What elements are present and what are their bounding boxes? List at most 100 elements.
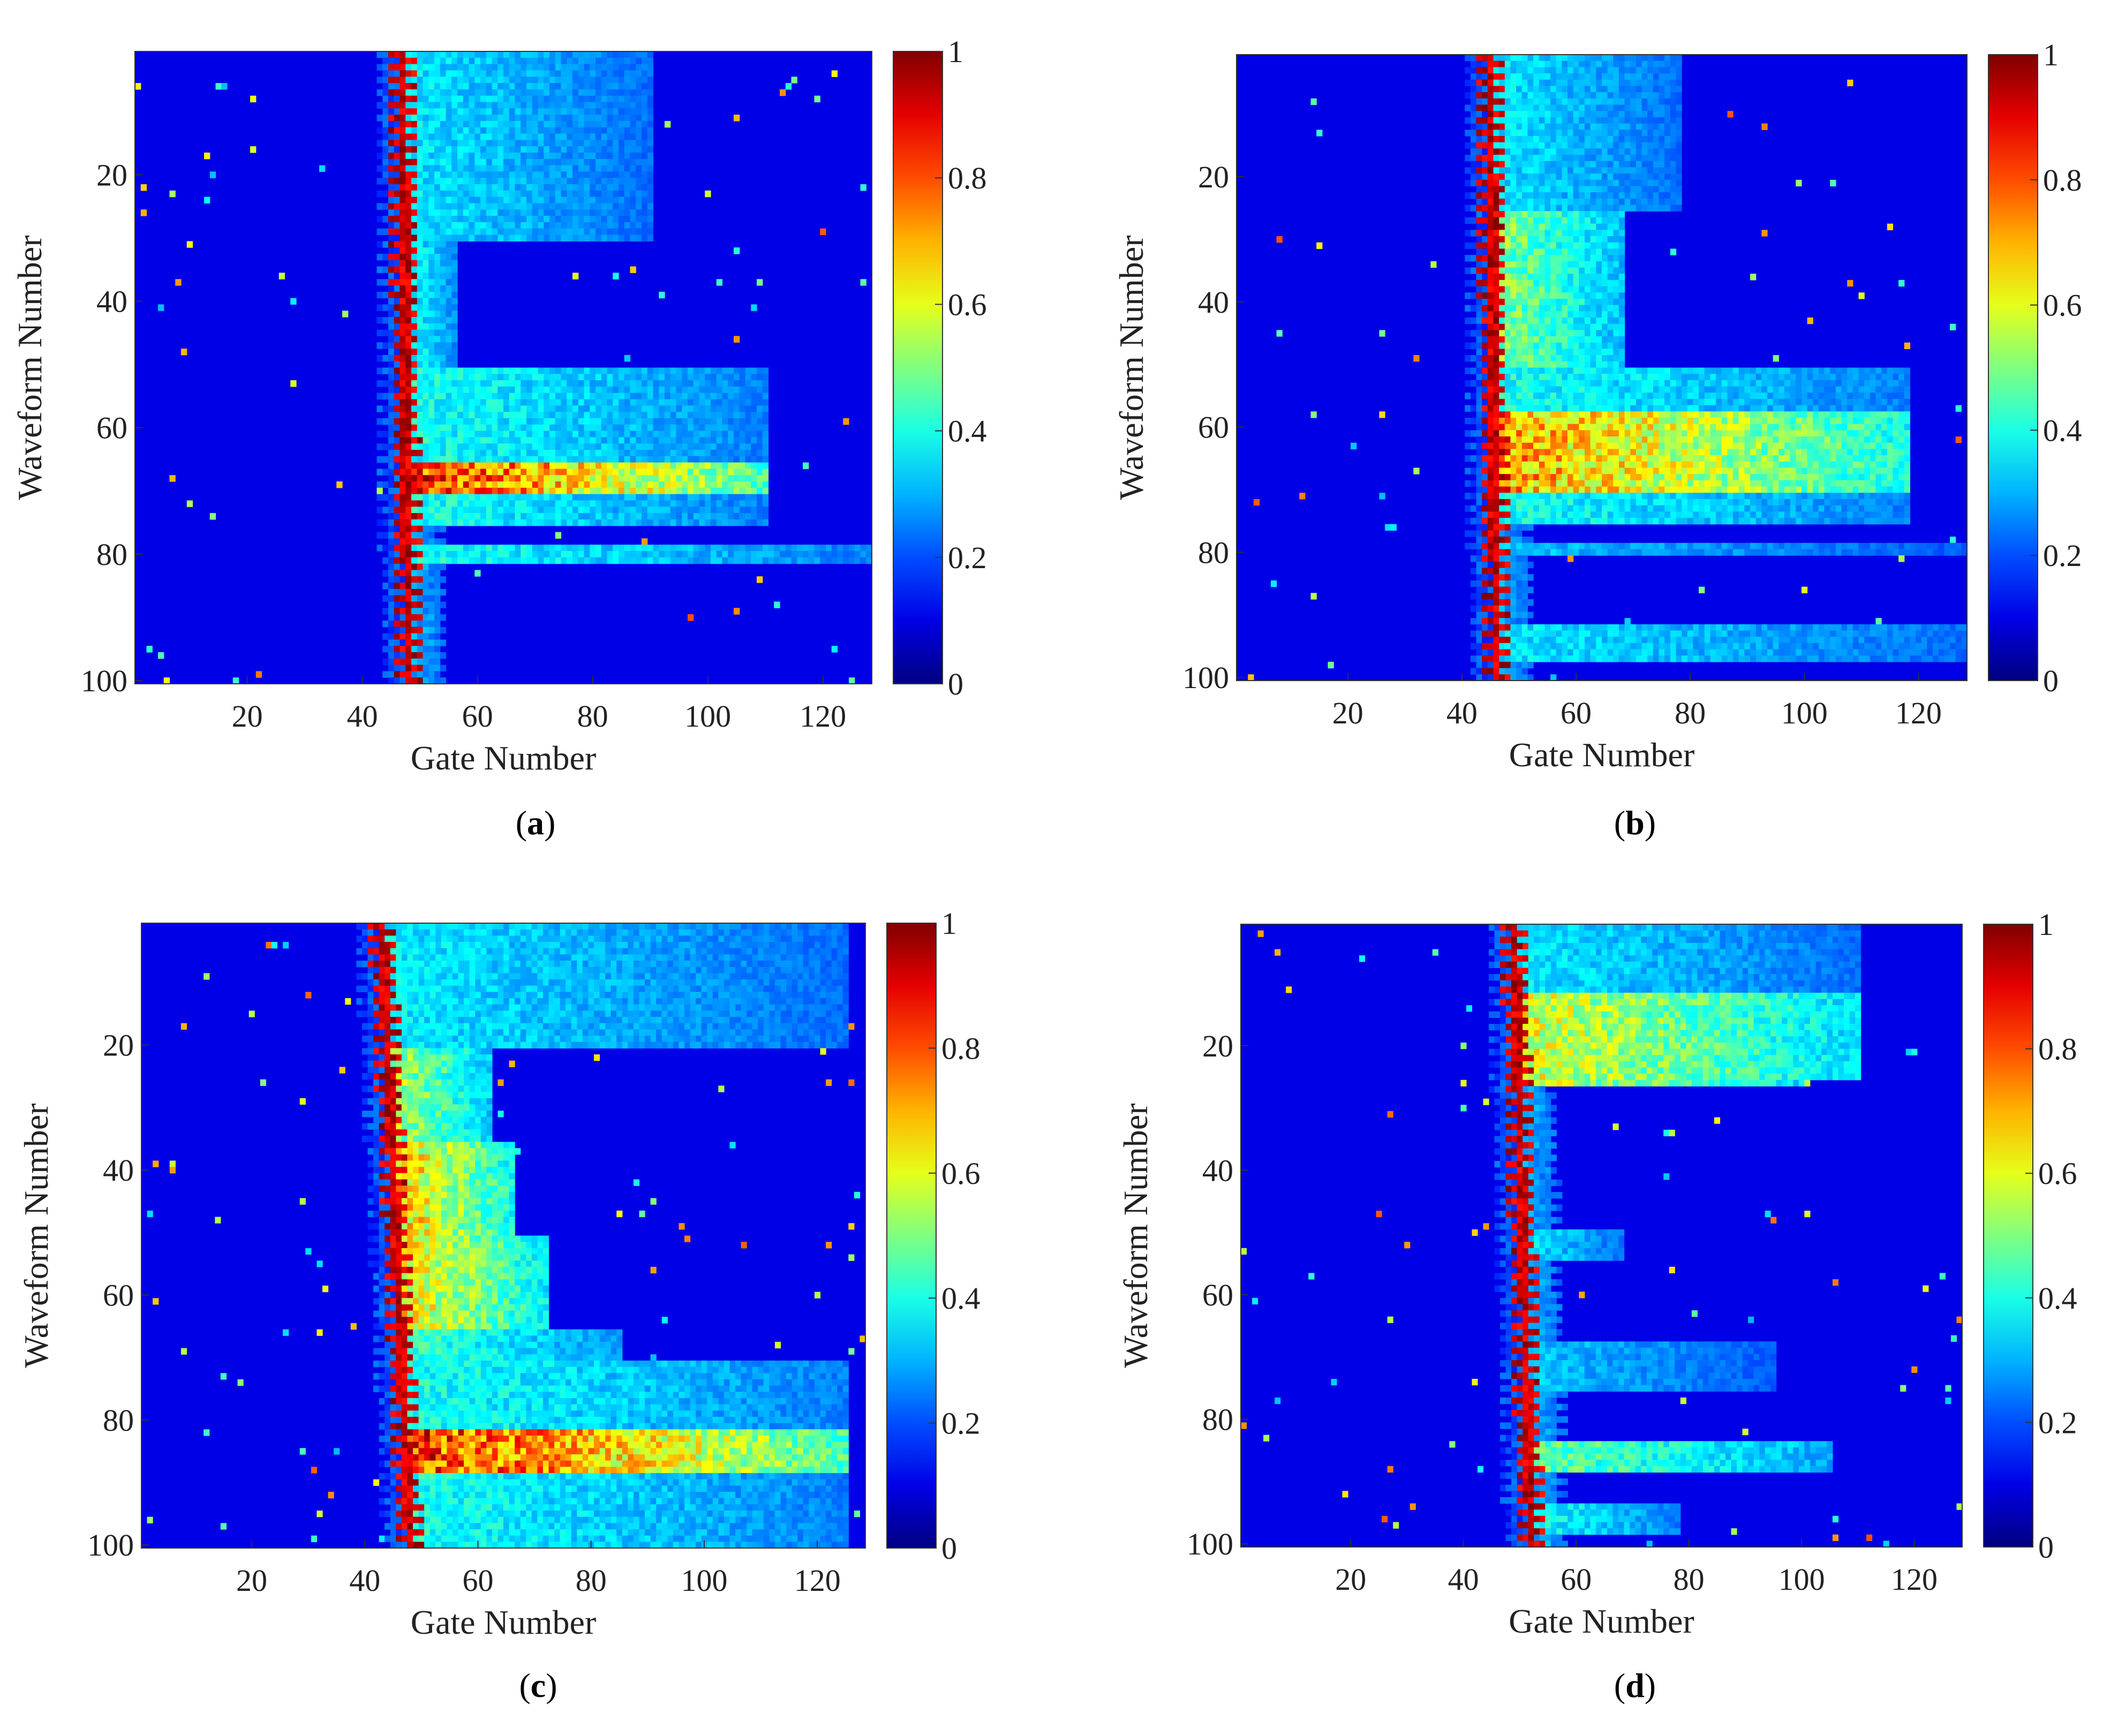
- heatmap-cell: [486, 399, 493, 406]
- heatmap-cell: [699, 513, 705, 520]
- heatmap-cell: [590, 374, 596, 381]
- heatmap-cell: [451, 405, 458, 412]
- heatmap-cell: [457, 184, 464, 191]
- heatmap-cell: [446, 469, 452, 475]
- x-tick-label: 120: [800, 699, 846, 734]
- heatmap-cell: [1635, 173, 1642, 180]
- heatmap-cell: [1630, 130, 1637, 137]
- heatmap-cell: [642, 513, 648, 520]
- heatmap-cell: [457, 545, 464, 552]
- heatmap-cell: [624, 140, 631, 147]
- heatmap-cell: [584, 89, 590, 96]
- heatmap-cell: [526, 158, 533, 166]
- heatmap-cell: [1504, 111, 1511, 118]
- heatmap-cell: [457, 70, 464, 77]
- heatmap-cell: [1585, 192, 1591, 199]
- heatmap-cell: [1664, 123, 1671, 130]
- heatmap-cell: [394, 247, 401, 254]
- heatmap-cell: [457, 120, 464, 128]
- heatmap-cell: [428, 354, 435, 362]
- heatmap-cell: [463, 431, 470, 438]
- heatmap-cell: [486, 450, 493, 457]
- heatmap-cell: [509, 178, 516, 185]
- heatmap-cell: [457, 77, 464, 84]
- heatmap-cell: [785, 550, 792, 558]
- heatmap-cell: [451, 184, 458, 191]
- heatmap-cell: [601, 500, 608, 507]
- heatmap-cell: [642, 51, 648, 58]
- heatmap-cell: [642, 462, 648, 470]
- heatmap-cell: [624, 437, 631, 444]
- heatmap-cell: [446, 146, 452, 153]
- heatmap-cell: [434, 399, 441, 406]
- heatmap-cell: [1602, 79, 1608, 87]
- heatmap-cell: [526, 190, 533, 198]
- heatmap-cell: [411, 627, 418, 634]
- heatmap-cell: [555, 83, 562, 90]
- heatmap-cell: [1653, 173, 1660, 180]
- heatmap-cell: [1521, 173, 1528, 180]
- heatmap-cell: [446, 51, 452, 58]
- heatmap-cell: [1613, 142, 1619, 149]
- heatmap-cell: [670, 431, 677, 438]
- heatmap-cell: [532, 77, 539, 84]
- heatmap-cell: [831, 646, 838, 653]
- heatmap-cell: [642, 405, 648, 412]
- heatmap-cell: [411, 601, 418, 608]
- heatmap-cell: [619, 216, 625, 223]
- heatmap-cell: [624, 507, 631, 514]
- heatmap-cell: [1510, 205, 1517, 212]
- heatmap-cell: [515, 519, 521, 526]
- heatmap-cell: [480, 165, 487, 172]
- heatmap-cell: [521, 77, 527, 84]
- heatmap-cell: [555, 443, 562, 450]
- heatmap-cell: [411, 323, 418, 330]
- heatmap-cell: [382, 51, 389, 58]
- heatmap-cell: [1670, 86, 1677, 93]
- heatmap-cell: [428, 380, 435, 387]
- heatmap-cell: [699, 418, 705, 425]
- heatmap-cell: [607, 386, 613, 394]
- heatmap-cell: [486, 115, 493, 122]
- heatmap-cell: [538, 550, 544, 558]
- heatmap-cell: [434, 298, 441, 305]
- heatmap-cell: [1521, 155, 1528, 162]
- heatmap-cell: [584, 412, 590, 419]
- heatmap-cell: [319, 165, 326, 172]
- heatmap-cell: [411, 146, 418, 153]
- heatmap-cell: [1499, 104, 1505, 111]
- heatmap-cell: [676, 367, 682, 374]
- heatmap-cell: [624, 64, 631, 71]
- heatmap-cell: [1635, 198, 1642, 206]
- heatmap-cell: [515, 120, 521, 128]
- heatmap-cell: [428, 443, 435, 450]
- heatmap-cell: [1539, 148, 1546, 155]
- heatmap-cell: [601, 367, 608, 374]
- heatmap-cell: [1676, 104, 1682, 111]
- heatmap-cell: [376, 241, 383, 248]
- heatmap-cell: [1602, 142, 1608, 149]
- heatmap-cell: [1664, 104, 1671, 111]
- heatmap-cell: [596, 550, 602, 558]
- heatmap-cell: [728, 462, 734, 470]
- heatmap-cell: [549, 557, 556, 564]
- heatmap-cell: [734, 481, 740, 488]
- heatmap-cell: [555, 550, 562, 558]
- heatmap-cell: [665, 462, 671, 470]
- heatmap-cell: [572, 57, 579, 65]
- heatmap-cell: [405, 158, 412, 166]
- heatmap-cell: [544, 51, 550, 58]
- heatmap-cell: [440, 487, 447, 495]
- heatmap-cell: [411, 557, 418, 564]
- heatmap-cell: [1613, 155, 1619, 162]
- heatmap-cell: [1562, 104, 1568, 111]
- heatmap-cell: [1676, 148, 1682, 155]
- heatmap-cell: [1533, 167, 1540, 174]
- heatmap-cell: [1602, 217, 1608, 224]
- heatmap-cell: [693, 374, 700, 381]
- heatmap-cell: [1493, 111, 1499, 118]
- heatmap-cell: [376, 481, 383, 488]
- heatmap-cell: [808, 550, 815, 558]
- heatmap-cell: [376, 507, 383, 514]
- heatmap-cell: [1664, 130, 1671, 137]
